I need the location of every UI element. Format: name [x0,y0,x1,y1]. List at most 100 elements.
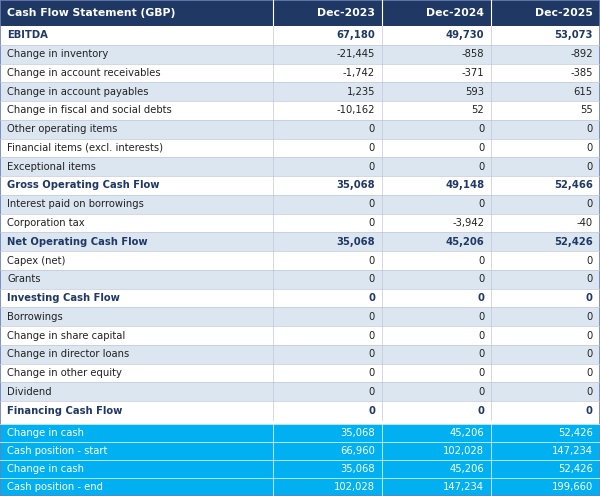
Text: 45,206: 45,206 [445,237,484,247]
Bar [0,270,273,289]
Text: Cash position - end: Cash position - end [7,482,103,492]
Text: 0: 0 [478,406,484,416]
Text: Exceptional items: Exceptional items [7,162,96,172]
Bar [491,424,600,442]
Text: Dec-2023: Dec-2023 [317,8,375,18]
Text: 35,068: 35,068 [337,237,375,247]
Bar [382,364,491,382]
Bar [382,120,491,138]
Text: -371: -371 [461,68,484,78]
Bar [491,138,600,157]
Text: 0: 0 [586,406,593,416]
Bar [382,233,491,251]
Text: Change in director loans: Change in director loans [7,349,130,359]
Text: 0: 0 [478,162,484,172]
Bar [491,345,600,364]
Text: 52,426: 52,426 [558,464,593,474]
Bar [491,478,600,496]
Bar [491,364,600,382]
Text: 0: 0 [587,143,593,153]
Text: Corporation tax: Corporation tax [7,218,85,228]
Text: 55: 55 [580,106,593,116]
Text: 0: 0 [587,387,593,397]
Bar [491,308,600,326]
Bar [0,195,273,214]
Text: 593: 593 [465,87,484,97]
Bar [0,157,273,176]
Bar [491,233,600,251]
Text: Borrowings: Borrowings [7,312,63,322]
Text: Dec-2025: Dec-2025 [535,8,593,18]
Text: 0: 0 [478,255,484,265]
Bar [273,195,382,214]
Bar [0,478,273,496]
Text: 67,180: 67,180 [336,30,375,40]
Bar [273,233,382,251]
Bar [273,120,382,138]
Text: 0: 0 [369,255,375,265]
Bar [273,364,382,382]
Bar [0,0,273,26]
Bar [0,233,273,251]
Bar [0,101,273,120]
Bar [491,214,600,233]
Bar [382,176,491,195]
Text: 53,073: 53,073 [554,30,593,40]
Text: Change in cash: Change in cash [7,464,84,474]
Bar [491,176,600,195]
Text: 147,234: 147,234 [443,482,484,492]
Bar [382,442,491,460]
Text: Dec-2024: Dec-2024 [426,8,484,18]
Bar [273,45,382,63]
Text: 102,028: 102,028 [443,446,484,456]
Bar [491,45,600,63]
Bar [382,157,491,176]
Text: 35,068: 35,068 [340,428,375,438]
Text: Change in account receivables: Change in account receivables [7,68,161,78]
Text: 0: 0 [586,293,593,303]
Bar [382,308,491,326]
Bar [0,120,273,138]
Bar [382,424,491,442]
Bar [382,26,491,45]
Text: 0: 0 [369,218,375,228]
Text: 0: 0 [369,349,375,359]
Bar [491,270,600,289]
Text: 0: 0 [369,199,375,209]
Text: 0: 0 [478,199,484,209]
Bar [491,289,600,308]
Bar [0,308,273,326]
Bar [382,45,491,63]
Bar [382,138,491,157]
Bar [382,270,491,289]
Bar [382,478,491,496]
Bar [491,26,600,45]
Text: 52: 52 [472,106,484,116]
Text: 52,466: 52,466 [554,181,593,190]
Bar [273,382,382,401]
Bar [382,401,491,420]
Bar [0,442,273,460]
Bar [273,26,382,45]
Text: 45,206: 45,206 [449,428,484,438]
Bar [273,424,382,442]
Text: 45,206: 45,206 [449,464,484,474]
Text: 0: 0 [587,199,593,209]
Bar [273,157,382,176]
Bar [273,442,382,460]
Text: Change in share capital: Change in share capital [7,330,125,341]
Bar [0,345,273,364]
Bar [273,460,382,478]
Text: EBITDA: EBITDA [7,30,48,40]
Bar [491,251,600,270]
Bar [382,460,491,478]
Bar [273,289,382,308]
Text: 0: 0 [478,312,484,322]
Text: 615: 615 [574,87,593,97]
Text: Change in account payables: Change in account payables [7,87,149,97]
Text: Change in other equity: Change in other equity [7,368,122,378]
Text: 0: 0 [587,312,593,322]
Bar [382,214,491,233]
Text: Gross Operating Cash Flow: Gross Operating Cash Flow [7,181,160,190]
Text: 0: 0 [587,368,593,378]
